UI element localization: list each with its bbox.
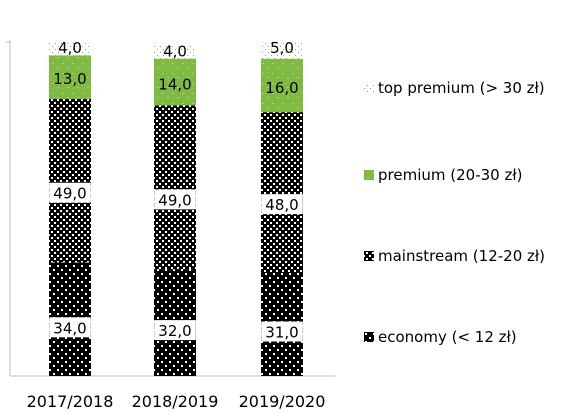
data-label-bg <box>49 317 91 338</box>
data-label-bg <box>154 320 196 341</box>
bars-group <box>49 42 303 376</box>
x-tick-label-3: 2019/2020 <box>239 392 326 411</box>
data-label-top-premium-1: 4,0 <box>58 39 82 57</box>
data-label-mainstream-2: 49,0 <box>158 191 191 209</box>
legend-swatch-top-premium <box>364 83 374 93</box>
bar-premium-2 <box>154 58 196 106</box>
x-tick-label-2: 2018/2019 <box>132 392 219 411</box>
data-label-bg <box>261 321 303 342</box>
legend-label-premium: premium (20-30 zł) <box>378 166 522 184</box>
data-label-mainstream-1: 49,0 <box>53 185 86 203</box>
legend-swatch-premium <box>364 170 374 180</box>
legend-label-top-premium: top premium (> 30 zł) <box>378 79 545 97</box>
bar-premium-1 <box>49 55 91 99</box>
legend-label-economy: economy (< 12 zł) <box>378 328 517 346</box>
data-label-premium-2: 14,0 <box>158 75 191 93</box>
data-label-economy-1: 34,0 <box>53 319 86 337</box>
bar-top-premium-1 <box>49 42 91 56</box>
bar-top-premium-2 <box>154 45 196 59</box>
data-label-premium-1: 13,0 <box>53 70 86 88</box>
bar-top-premium-3 <box>261 42 303 59</box>
x-tick-label-1: 2017/2018 <box>27 392 114 411</box>
bar-mainstream-3 <box>261 112 303 273</box>
bar-premium-3 <box>261 58 303 113</box>
legend: top premium (> 30 zł) premium (20-30 zł) m… <box>364 79 545 346</box>
x-tick-labels-group: 2017/2018 2018/2019 2019/2020 <box>27 392 326 411</box>
data-label-top-premium-2: 4,0 <box>163 42 187 60</box>
bar-mainstream-1 <box>49 98 91 263</box>
data-label-economy-3: 31,0 <box>265 324 298 342</box>
data-label-bg <box>154 189 196 210</box>
data-label-bg <box>49 182 91 203</box>
legend-label-mainstream: mainstream (12-20 zł) <box>378 247 545 265</box>
data-labels-group: 34,0 49,0 13,0 4,0 32,0 49,0 14,0 4,0 31,0 48,0 16… <box>49 39 303 342</box>
data-label-premium-3: 16,0 <box>265 79 298 97</box>
legend-swatch-economy <box>364 332 374 342</box>
bar-mainstream-2 <box>154 105 196 270</box>
data-label-mainstream-3: 48,0 <box>265 196 298 214</box>
legend-swatch-mainstream <box>364 251 374 261</box>
data-label-top-premium-3: 5,0 <box>270 39 294 57</box>
data-label-bg <box>261 194 303 215</box>
data-label-economy-2: 32,0 <box>158 322 191 340</box>
